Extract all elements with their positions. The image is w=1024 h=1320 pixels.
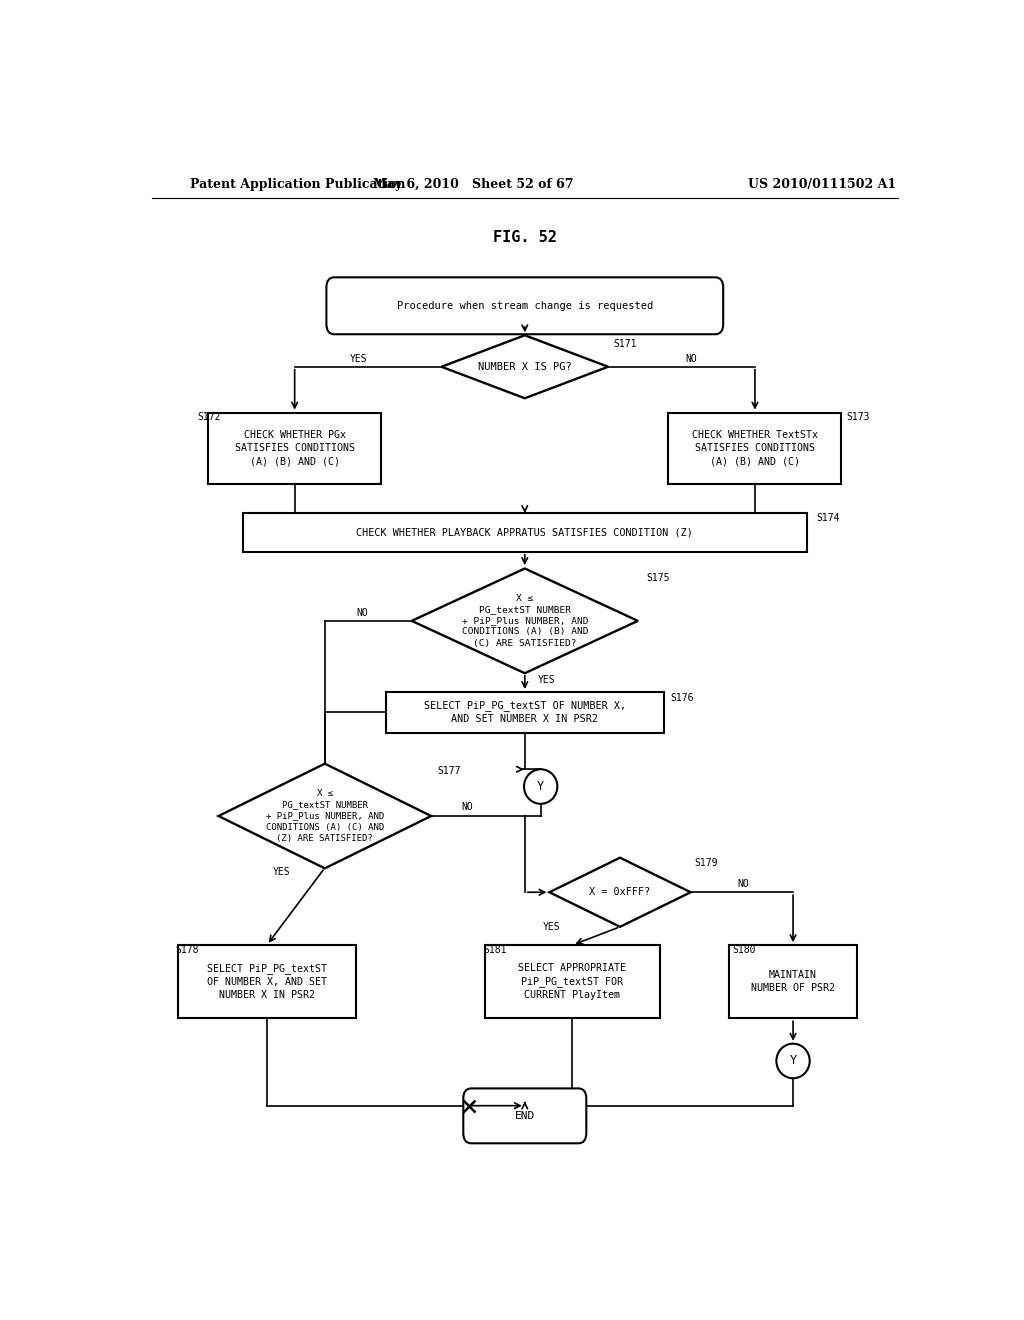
Bar: [729, 945, 857, 1018]
Bar: [386, 692, 664, 733]
Text: YES: YES: [349, 354, 367, 363]
Bar: [208, 413, 381, 483]
Text: NO: NO: [686, 354, 697, 363]
Text: FIG. 52: FIG. 52: [493, 230, 557, 246]
Text: May 6, 2010   Sheet 52 of 67: May 6, 2010 Sheet 52 of 67: [373, 178, 573, 191]
Polygon shape: [218, 764, 431, 869]
Text: US 2010/0111502 A1: US 2010/0111502 A1: [748, 178, 896, 191]
Text: Patent Application Publication: Patent Application Publication: [189, 178, 406, 191]
Bar: [177, 945, 356, 1018]
Text: X = 0xFFF?: X = 0xFFF?: [590, 887, 650, 898]
Ellipse shape: [776, 1044, 810, 1078]
Text: NO: NO: [461, 801, 473, 812]
Text: CHECK WHETHER PGx
SATISFIES CONDITIONS
(A) (B) AND (C): CHECK WHETHER PGx SATISFIES CONDITIONS (…: [234, 430, 354, 466]
Text: Y: Y: [790, 1055, 797, 1068]
Text: S171: S171: [613, 339, 637, 350]
Text: CHECK WHETHER TextSTx
SATISFIES CONDITIONS
(A) (B) AND (C): CHECK WHETHER TextSTx SATISFIES CONDITIO…: [692, 430, 818, 466]
Text: S175: S175: [646, 573, 670, 583]
Text: S180: S180: [733, 945, 756, 956]
Text: NO: NO: [737, 879, 749, 890]
Text: END: END: [515, 1111, 535, 1121]
FancyBboxPatch shape: [327, 277, 723, 334]
Text: YES: YES: [538, 675, 555, 685]
Text: S181: S181: [483, 945, 507, 956]
Text: X ≤
PG_textST NUMBER
+ PiP_Plus NUMBER, AND
CONDITIONS (A) (B) AND
(C) ARE SATIS: X ≤ PG_textST NUMBER + PiP_Plus NUMBER, …: [462, 594, 588, 648]
Text: MAINTAIN
NUMBER OF PSR2: MAINTAIN NUMBER OF PSR2: [751, 970, 835, 993]
Text: Y: Y: [538, 780, 544, 793]
Text: SELECT PiP_PG_textST
OF NUMBER X, AND SET
NUMBER X IN PSR2: SELECT PiP_PG_textST OF NUMBER X, AND SE…: [207, 964, 327, 1001]
FancyBboxPatch shape: [463, 1089, 587, 1143]
Text: SELECT APPROPRIATE
PiP_PG_textST FOR
CURRENT PlayItem: SELECT APPROPRIATE PiP_PG_textST FOR CUR…: [518, 964, 627, 1001]
Bar: [243, 513, 807, 552]
Text: S173: S173: [846, 412, 869, 421]
Bar: [485, 945, 659, 1018]
Polygon shape: [412, 569, 638, 673]
Text: YES: YES: [273, 867, 291, 876]
Text: Procedure when stream change is requested: Procedure when stream change is requeste…: [396, 301, 653, 310]
Text: NUMBER X IS PG?: NUMBER X IS PG?: [478, 362, 571, 372]
Text: S177: S177: [437, 767, 461, 776]
Text: CHECK WHETHER PLAYBACK APPRATUS SATISFIES CONDITION (Z): CHECK WHETHER PLAYBACK APPRATUS SATISFIE…: [356, 528, 693, 537]
Text: S179: S179: [694, 858, 718, 867]
Text: YES: YES: [543, 921, 560, 932]
Polygon shape: [441, 335, 608, 399]
Text: S178: S178: [176, 945, 199, 956]
Text: S174: S174: [817, 513, 841, 523]
Text: S172: S172: [198, 412, 221, 421]
Text: NO: NO: [356, 607, 368, 618]
Text: SELECT PiP_PG_textST OF NUMBER X,
AND SET NUMBER X IN PSR2: SELECT PiP_PG_textST OF NUMBER X, AND SE…: [424, 701, 626, 725]
Bar: [669, 413, 842, 483]
Polygon shape: [550, 858, 690, 927]
Text: S176: S176: [670, 693, 693, 704]
Text: X ≤
PG_textST NUMBER
+ PiP_Plus NUMBER, AND
CONDITIONS (A) (C) AND
(Z) ARE SATIS: X ≤ PG_textST NUMBER + PiP_Plus NUMBER, …: [265, 789, 384, 842]
Ellipse shape: [524, 770, 557, 804]
